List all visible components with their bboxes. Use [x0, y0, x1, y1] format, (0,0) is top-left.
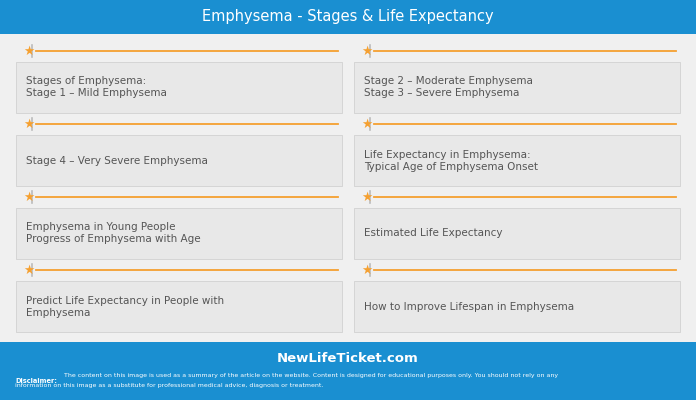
FancyBboxPatch shape [354, 208, 680, 259]
Text: Life Expectancy in Emphysema:: Life Expectancy in Emphysema: [364, 150, 530, 160]
FancyBboxPatch shape [16, 62, 342, 113]
Text: ★: ★ [361, 190, 372, 204]
Text: ★: ★ [24, 190, 35, 204]
Text: Progress of Emphysema with Age: Progress of Emphysema with Age [26, 234, 200, 244]
Text: ★: ★ [24, 44, 35, 58]
Text: Stage 1 – Mild Emphysema: Stage 1 – Mild Emphysema [26, 88, 167, 98]
Text: Emphysema - Stages & Life Expectancy: Emphysema - Stages & Life Expectancy [202, 10, 494, 24]
Text: ★: ★ [361, 264, 372, 276]
FancyBboxPatch shape [0, 342, 696, 400]
FancyBboxPatch shape [16, 208, 342, 259]
Text: How to Improve Lifespan in Emphysema: How to Improve Lifespan in Emphysema [364, 302, 574, 312]
Text: Estimated Life Expectancy: Estimated Life Expectancy [364, 228, 503, 238]
FancyBboxPatch shape [0, 0, 696, 34]
Text: Disclaimer:: Disclaimer: [15, 378, 57, 384]
Text: Stage 3 – Severe Emphysema: Stage 3 – Severe Emphysema [364, 88, 519, 98]
Text: ★: ★ [24, 264, 35, 276]
FancyBboxPatch shape [16, 281, 342, 332]
FancyBboxPatch shape [16, 135, 342, 186]
Text: Emphysema in Young People: Emphysema in Young People [26, 222, 175, 232]
Text: ★: ★ [361, 118, 372, 130]
Text: information on this image as a substitute for professional medical advice, diagn: information on this image as a substitut… [15, 382, 324, 388]
Text: Stage 2 – Moderate Emphysema: Stage 2 – Moderate Emphysema [364, 76, 533, 86]
Text: Stages of Emphysema:: Stages of Emphysema: [26, 76, 146, 86]
Text: The content on this image is used as a summary of the article on the website. Co: The content on this image is used as a s… [62, 374, 558, 378]
Text: Predict Life Expectancy in People with: Predict Life Expectancy in People with [26, 296, 224, 306]
FancyBboxPatch shape [354, 62, 680, 113]
Text: ★: ★ [24, 118, 35, 130]
Text: Stage 4 – Very Severe Emphysema: Stage 4 – Very Severe Emphysema [26, 156, 208, 166]
Text: Emphysema: Emphysema [26, 308, 90, 318]
FancyBboxPatch shape [354, 281, 680, 332]
Text: NewLifeTicket.com: NewLifeTicket.com [277, 352, 419, 364]
Text: ★: ★ [361, 44, 372, 58]
Text: Typical Age of Emphysema Onset: Typical Age of Emphysema Onset [364, 162, 538, 172]
FancyBboxPatch shape [354, 135, 680, 186]
